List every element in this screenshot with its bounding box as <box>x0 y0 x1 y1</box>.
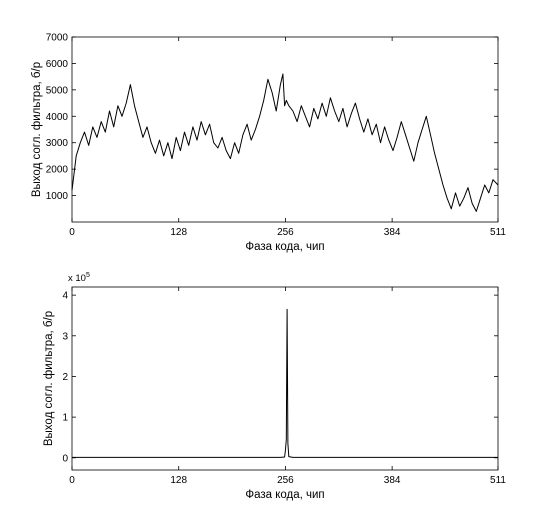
y-multiplier: x 105 <box>68 272 90 284</box>
x-tick-label: 256 <box>277 475 294 486</box>
y-tick-label: 2000 <box>46 165 69 176</box>
y-tick-label: 0 <box>62 453 68 464</box>
x-tick-label: 0 <box>69 227 75 238</box>
x-tick-label: 511 <box>490 227 506 238</box>
series-line-1 <box>71 73 499 212</box>
y-tick-label: 1 <box>62 413 68 424</box>
x-tick-label: 128 <box>170 475 187 486</box>
y-axis-label: Выход согл. фильтра, б/р <box>43 311 55 446</box>
y-tick-label: 6000 <box>46 59 69 70</box>
y-tick-label: 5000 <box>46 85 69 96</box>
y-tick-label: 4 <box>62 291 68 302</box>
series-line-1 <box>72 308 498 458</box>
y-tick-label: 2 <box>62 372 68 383</box>
x-tick-label: 384 <box>384 227 401 238</box>
y-tick-label: 3 <box>62 331 68 342</box>
x-tick-label: 0 <box>69 475 75 486</box>
y-tick-label: 1000 <box>46 191 69 202</box>
y-tick-label: 7000 <box>46 33 69 44</box>
x-tick-label: 511 <box>490 475 506 486</box>
x-tick-label: 128 <box>170 227 187 238</box>
x-tick-label: 384 <box>384 475 401 486</box>
plot-frame <box>71 286 499 471</box>
y-tick-label: 3000 <box>46 138 69 149</box>
y-axis-label: Выход согл. фильтра, б/р <box>31 62 43 197</box>
x-tick-label: 256 <box>277 227 294 238</box>
chart-1: 0 128 256 384 511 1000 2000 3000 4000 5000 6000 700… <box>31 33 506 254</box>
y-tick-label: 4000 <box>46 112 69 123</box>
chart-2: 0 128 256 384 511 0 1 2 3 4 Фаза кода, чип Выход со… <box>43 272 506 501</box>
x-axis-label: Фаза кода, чип <box>245 489 324 501</box>
plot-frame <box>71 36 499 223</box>
x-axis-label: Фаза кода, чип <box>245 241 324 253</box>
